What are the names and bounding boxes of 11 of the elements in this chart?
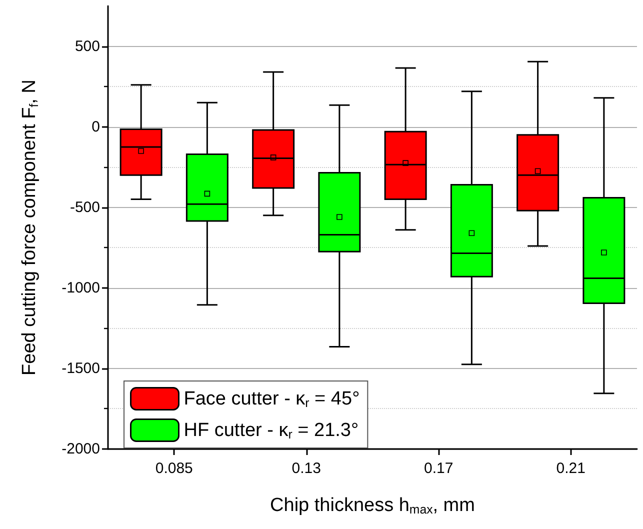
y-axis-title: Feed cutting force component Ff, N [19, 80, 41, 376]
y-tick-label: 500 [74, 38, 100, 55]
y-tick-label: -500 [70, 198, 100, 216]
x-tick-label: 0.13 [292, 460, 321, 477]
x-tick-label: 0.21 [556, 460, 586, 477]
y-tick-label: -1500 [62, 360, 100, 377]
x-tick-label: 0.17 [424, 460, 454, 477]
y-tick-label: -1000 [62, 279, 100, 296]
y-tick-label: 0 [92, 118, 100, 136]
x-tick-label: 0.085 [155, 460, 193, 477]
y-tick-label: -2000 [62, 440, 100, 458]
